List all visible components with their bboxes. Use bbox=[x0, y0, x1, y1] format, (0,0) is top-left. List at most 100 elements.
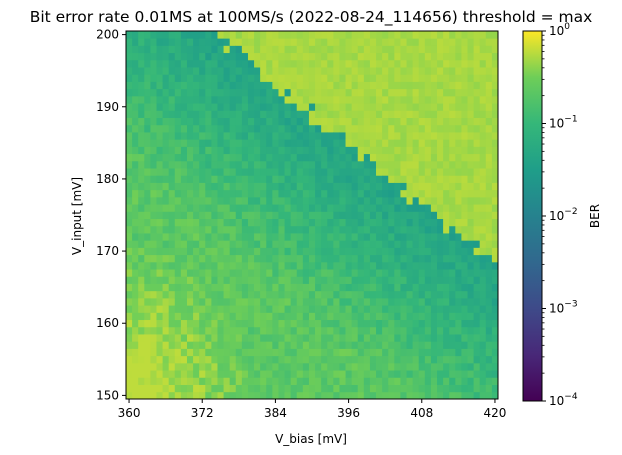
heatmap-cell bbox=[473, 110, 481, 118]
heatmap-cell bbox=[400, 117, 407, 126]
heatmap-cell bbox=[351, 290, 359, 299]
heatmap-cell bbox=[321, 348, 328, 357]
heatmap-cell bbox=[400, 211, 407, 220]
heatmap-cell bbox=[345, 269, 353, 277]
heatmap-cell bbox=[333, 38, 340, 46]
heatmap-cell bbox=[278, 319, 285, 328]
heatmap-cell bbox=[193, 261, 200, 270]
heatmap-cell bbox=[376, 117, 383, 126]
heatmap-cell bbox=[473, 334, 481, 342]
heatmap-cell bbox=[211, 45, 218, 54]
heatmap-cell bbox=[400, 297, 407, 306]
heatmap-cell bbox=[443, 139, 450, 147]
heatmap-cell bbox=[376, 103, 383, 111]
heatmap-cell bbox=[430, 146, 438, 155]
heatmap-cell bbox=[461, 312, 468, 321]
heatmap-cell bbox=[150, 233, 157, 241]
heatmap-cell bbox=[168, 283, 176, 292]
heatmap-cell bbox=[174, 196, 182, 205]
heatmap-cell bbox=[418, 132, 426, 140]
heatmap-cell bbox=[126, 175, 133, 183]
heatmap-cell bbox=[211, 168, 218, 176]
heatmap-cell bbox=[485, 326, 493, 335]
heatmap-cell bbox=[223, 103, 231, 111]
heatmap-cell bbox=[363, 103, 371, 111]
heatmap-cell bbox=[455, 103, 462, 111]
heatmap-cell bbox=[485, 95, 493, 104]
heatmap-cell bbox=[382, 139, 389, 147]
heatmap-cell bbox=[150, 117, 157, 126]
heatmap-cell bbox=[327, 269, 334, 277]
heatmap-cell bbox=[266, 88, 273, 97]
heatmap-cell bbox=[461, 218, 468, 227]
heatmap-cell bbox=[278, 81, 285, 90]
heatmap-cell bbox=[132, 341, 139, 349]
heatmap-cell bbox=[193, 88, 200, 97]
heatmap-cell bbox=[406, 370, 414, 378]
heatmap-cell bbox=[278, 283, 285, 292]
heatmap-cell bbox=[357, 247, 365, 256]
heatmap-cell bbox=[382, 348, 389, 357]
heatmap-cell bbox=[254, 233, 261, 241]
heatmap-cell bbox=[363, 59, 371, 68]
heatmap-cell bbox=[455, 319, 462, 328]
heatmap-cell bbox=[260, 240, 267, 248]
heatmap-cell bbox=[479, 218, 487, 227]
heatmap-cell bbox=[412, 391, 420, 400]
heatmap-cell bbox=[162, 67, 170, 75]
heatmap-cell bbox=[241, 52, 249, 61]
heatmap-cell bbox=[254, 370, 261, 378]
heatmap-cell bbox=[455, 45, 462, 54]
heatmap-cell bbox=[357, 341, 365, 349]
heatmap-cell bbox=[363, 160, 371, 169]
heatmap-cell bbox=[363, 31, 371, 39]
heatmap-cell bbox=[345, 276, 353, 284]
heatmap-cell bbox=[284, 88, 292, 97]
heatmap-cell bbox=[235, 175, 243, 183]
heatmap-cell bbox=[278, 182, 285, 191]
heatmap-cell bbox=[473, 124, 481, 133]
heatmap-cell bbox=[479, 88, 487, 97]
heatmap-cell bbox=[315, 74, 322, 82]
heatmap-cell bbox=[345, 254, 353, 263]
heatmap-cell bbox=[327, 319, 334, 328]
heatmap-cell bbox=[126, 146, 133, 155]
heatmap-cell bbox=[272, 132, 279, 140]
heatmap-cell bbox=[260, 74, 267, 82]
heatmap-cell bbox=[437, 81, 444, 90]
heatmap-cell bbox=[400, 240, 407, 248]
heatmap-cell bbox=[461, 74, 468, 82]
heatmap-cell bbox=[254, 168, 261, 176]
heatmap-cell bbox=[260, 283, 267, 292]
heatmap-cell bbox=[211, 59, 218, 68]
heatmap-cell bbox=[302, 204, 310, 212]
heatmap-cell bbox=[247, 334, 255, 342]
heatmap-cell bbox=[266, 319, 273, 328]
heatmap-cell bbox=[479, 67, 487, 75]
heatmap-cell bbox=[296, 370, 304, 378]
heatmap-cell bbox=[302, 52, 310, 61]
heatmap-cell bbox=[473, 52, 481, 61]
heatmap-cell bbox=[327, 132, 334, 140]
heatmap-cell bbox=[138, 341, 145, 349]
heatmap-cell bbox=[260, 348, 267, 357]
heatmap-cell bbox=[388, 341, 395, 349]
heatmap-cell bbox=[412, 334, 420, 342]
heatmap-cell bbox=[388, 211, 395, 220]
y-tick-label: 160 bbox=[96, 316, 119, 330]
heatmap-cell bbox=[254, 153, 261, 162]
x-tick-label: 396 bbox=[337, 406, 360, 420]
heatmap-cell bbox=[424, 233, 432, 241]
heatmap-cell bbox=[479, 182, 487, 191]
heatmap-cell bbox=[199, 95, 206, 104]
heatmap-cell bbox=[437, 117, 444, 126]
heatmap-cell bbox=[333, 233, 340, 241]
heatmap-cell bbox=[449, 341, 456, 349]
heatmap-cell bbox=[217, 297, 224, 306]
heatmap-cell bbox=[363, 290, 371, 299]
heatmap-cell bbox=[186, 247, 194, 256]
heatmap-cell bbox=[327, 196, 334, 205]
heatmap-cell bbox=[199, 153, 206, 162]
heatmap-cell bbox=[339, 362, 346, 371]
heatmap-cell bbox=[473, 218, 481, 227]
